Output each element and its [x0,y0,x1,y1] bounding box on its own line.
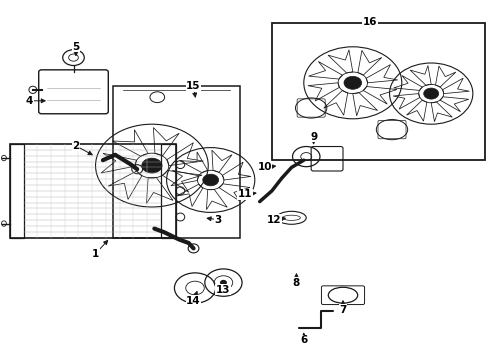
Text: 11: 11 [238,189,252,199]
Bar [113,86,240,238]
Text: 2: 2 [73,141,79,151]
Bar [10,144,176,238]
Text: 7: 7 [339,305,347,315]
Text: 6: 6 [300,335,307,345]
Text: 12: 12 [267,215,282,225]
Text: 9: 9 [310,132,317,142]
Text: 14: 14 [186,296,201,306]
Text: 13: 13 [216,285,230,295]
Text: 10: 10 [257,162,272,172]
Bar [161,144,176,238]
Bar [10,144,24,238]
Text: 8: 8 [293,278,300,288]
Bar [272,23,485,160]
Circle shape [344,76,362,89]
Circle shape [220,280,226,285]
Text: 15: 15 [186,81,201,91]
Text: 16: 16 [363,17,377,27]
Text: 4: 4 [25,96,33,106]
Text: 5: 5 [73,42,79,52]
Text: 3: 3 [215,215,221,225]
Text: 1: 1 [92,249,99,259]
Circle shape [424,88,439,99]
Circle shape [142,158,162,173]
Circle shape [203,174,219,186]
